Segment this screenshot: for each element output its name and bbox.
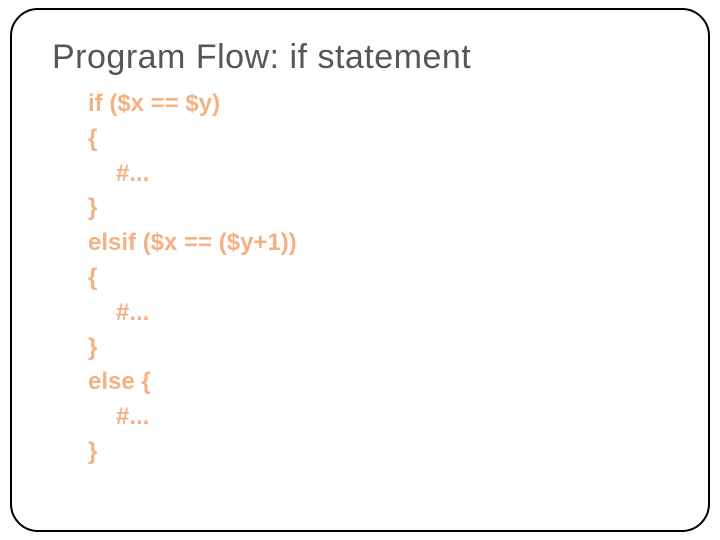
code-line: { xyxy=(88,122,668,157)
slide-title: Program Flow: if statement xyxy=(52,38,668,77)
code-line: else { xyxy=(88,365,668,400)
code-line: } xyxy=(88,435,668,470)
code-line: #... xyxy=(88,400,668,435)
code-line: } xyxy=(88,331,668,366)
code-line: if ($x == $y) xyxy=(88,87,668,122)
code-line: #... xyxy=(88,157,668,192)
code-line: { xyxy=(88,261,668,296)
slide-frame: Program Flow: if statement if ($x == $y)… xyxy=(10,8,710,532)
code-line: elsif ($x == ($y+1)) xyxy=(88,226,668,261)
code-line: #... xyxy=(88,296,668,331)
code-line: } xyxy=(88,191,668,226)
code-block: if ($x == $y) { #... } elsif ($x == ($y+… xyxy=(52,87,668,470)
